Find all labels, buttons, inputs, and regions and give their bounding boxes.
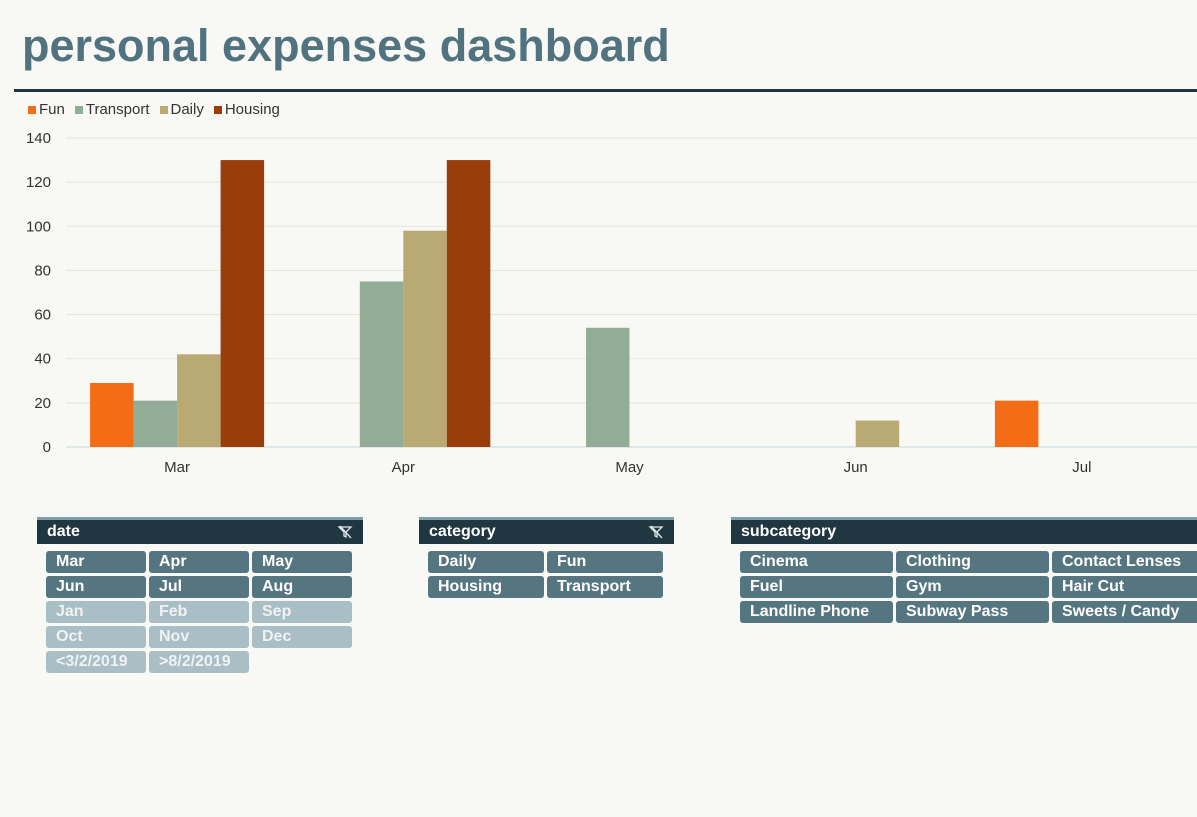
- category-slicer-item-daily[interactable]: Daily: [428, 551, 544, 573]
- expenses-bar-chart: 0 20 40 60 80 100 120 140 Mar Apr May Jun Jul: [26, 130, 1197, 476]
- subcategory-slicer-title: subcategory: [741, 523, 837, 540]
- y-tick-label: 140: [26, 130, 51, 147]
- bar-transport-may: [586, 327, 630, 447]
- x-tick-label: Jul: [1072, 459, 1091, 476]
- bar-daily-mar: [177, 354, 221, 447]
- bar-daily-apr: [403, 230, 447, 447]
- y-tick-label: 20: [34, 395, 51, 412]
- chart-legend: Fun Transport Daily Housing: [28, 101, 290, 118]
- legend-swatch: [74, 105, 83, 114]
- x-tick-label: May: [615, 459, 644, 476]
- date-slicer-item-oct[interactable]: Oct: [46, 626, 146, 648]
- date-slicer-item-may[interactable]: May: [252, 551, 352, 573]
- date-slicer-header: date: [37, 517, 363, 544]
- page-title: personal expenses dashboard: [22, 20, 670, 71]
- bar-fun-mar: [90, 382, 134, 447]
- subcategory-slicer-item-gym[interactable]: Gym: [896, 576, 1049, 598]
- bar-housing-mar: [220, 160, 265, 448]
- bar-daily-jun: [855, 420, 900, 447]
- date-slicer-item-aug[interactable]: Aug: [252, 576, 352, 598]
- y-tick-label: 100: [26, 218, 51, 235]
- date-slicer-item-nov[interactable]: Nov: [149, 626, 249, 648]
- category-slicer-item-housing[interactable]: Housing: [428, 576, 544, 598]
- date-slicer-item-feb[interactable]: Feb: [149, 601, 249, 623]
- x-tick-label: Jun: [844, 459, 868, 476]
- date-slicer-item-dec[interactable]: Dec: [252, 626, 352, 648]
- subcategory-slicer-item-clothing[interactable]: Clothing: [896, 551, 1049, 573]
- date-slicer-item-sep[interactable]: Sep: [252, 601, 352, 623]
- date-slicer: date Mar Apr May Jun Jul Aug Jan Feb Sep Oct Nov De…: [37, 517, 363, 673]
- category-slicer-item-fun[interactable]: Fun: [547, 551, 663, 573]
- date-slicer-item-jul[interactable]: Jul: [149, 576, 249, 598]
- subcategory-slicer-item-contact-lenses[interactable]: Contact Lenses: [1052, 551, 1197, 573]
- subcategory-slicer-item-landline-phone[interactable]: Landline Phone: [740, 601, 893, 623]
- legend-label: Fun: [39, 101, 65, 118]
- date-slicer-item-jan[interactable]: Jan: [46, 601, 146, 623]
- legend-item-housing: Housing: [213, 101, 280, 118]
- legend-item-daily: Daily: [159, 101, 204, 118]
- legend-label: Transport: [85, 101, 150, 118]
- x-tick-label: Mar: [164, 459, 190, 476]
- category-slicer-title: category: [429, 523, 496, 540]
- subcategory-slicer-item-hair-cut[interactable]: Hair Cut: [1052, 576, 1197, 598]
- subcategory-slicer-item-cinema[interactable]: Cinema: [740, 551, 893, 573]
- title-divider: [14, 89, 1197, 92]
- subcategory-slicer: subcategory Cinema Clothing Contact Lenses…: [731, 517, 1197, 623]
- legend-swatch: [28, 105, 36, 114]
- category-slicer-header: category: [419, 517, 674, 544]
- date-slicer-item-3-2-2019[interactable]: <3/2/2019: [46, 651, 146, 673]
- legend-swatch: [213, 105, 222, 114]
- category-slicer-item-transport[interactable]: Transport: [547, 576, 663, 598]
- bar-fun-jul: [994, 400, 1039, 447]
- subcategory-slicer-item-subway-pass[interactable]: Subway Pass: [896, 601, 1049, 623]
- date-slicer-item-8-2-2019[interactable]: >8/2/2019: [149, 651, 249, 673]
- date-slicer-item-apr[interactable]: Apr: [149, 551, 249, 573]
- subcategory-slicer-item-sweets-candy[interactable]: Sweets / Candy: [1052, 601, 1197, 623]
- date-slicer-item-mar[interactable]: Mar: [46, 551, 146, 573]
- legend-item-fun: Fun: [28, 101, 65, 118]
- y-tick-label: 40: [34, 351, 51, 368]
- bar-transport-apr: [359, 281, 404, 447]
- bar-housing-apr: [446, 160, 491, 448]
- y-tick-label: 80: [34, 262, 51, 279]
- subcategory-slicer-header: subcategory: [731, 517, 1197, 544]
- date-slicer-item-jun[interactable]: Jun: [46, 576, 146, 598]
- y-tick-label: 60: [34, 307, 51, 324]
- legend-label: Housing: [224, 101, 280, 118]
- bar-transport-mar: [133, 400, 178, 447]
- subcategory-slicer-item-fuel[interactable]: Fuel: [740, 576, 893, 598]
- clear-filter-icon[interactable]: [648, 524, 664, 540]
- y-tick-label: 120: [26, 174, 51, 191]
- legend-label: Daily: [170, 101, 204, 118]
- category-slicer: category Daily Fun Housing Transport: [419, 517, 674, 598]
- legend-swatch: [159, 105, 168, 114]
- x-tick-label: Apr: [392, 459, 415, 476]
- date-slicer-title: date: [47, 523, 80, 540]
- clear-filter-icon[interactable]: [337, 524, 353, 540]
- y-tick-label: 0: [43, 439, 51, 456]
- legend-item-transport: Transport: [74, 101, 150, 118]
